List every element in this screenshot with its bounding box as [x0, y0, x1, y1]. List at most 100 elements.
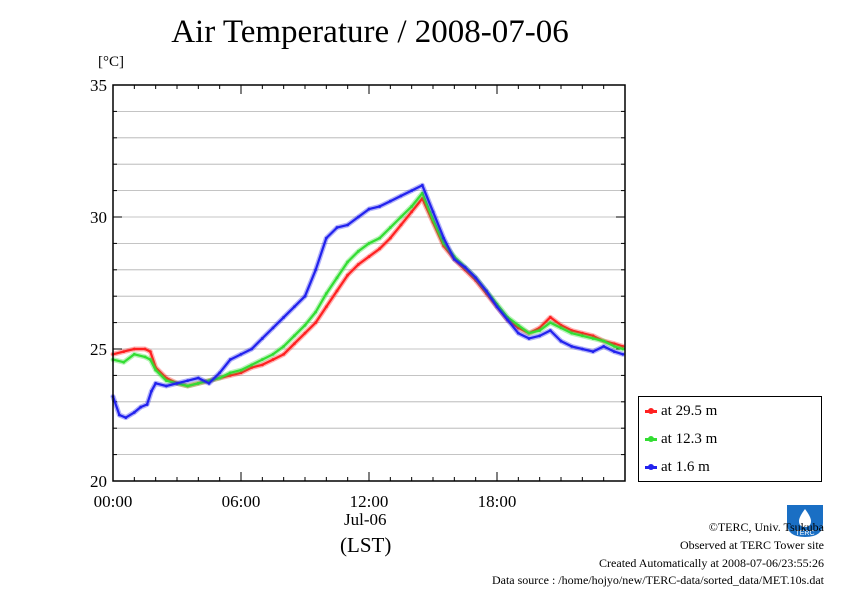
series-point-1 — [250, 363, 254, 367]
series-point-0 — [132, 347, 136, 351]
series-point-0 — [143, 347, 147, 351]
x-axis-label: (LST) — [340, 533, 392, 557]
series-point-0 — [303, 331, 307, 335]
series-point-1 — [132, 352, 136, 356]
series-point-1 — [324, 292, 328, 295]
series-point-1 — [431, 218, 435, 222]
series-point-1 — [580, 334, 584, 338]
series-point-1 — [228, 371, 232, 375]
legend-item-12-3m: at 12.3 m — [645, 430, 717, 448]
y-tick-label: 30 — [90, 208, 107, 227]
series-point-2 — [527, 337, 531, 340]
series-point-2 — [324, 236, 328, 240]
series-point-2 — [139, 405, 143, 409]
series-line-0 — [111, 197, 625, 388]
series-point-1 — [314, 310, 318, 314]
x-tick-label: 12:00 — [350, 492, 389, 511]
terc-logo-icon: TERC — [787, 505, 823, 537]
series-halo-0 — [110, 196, 626, 389]
legend-label: at 12.3 m — [661, 430, 718, 447]
series-point-0 — [122, 350, 126, 354]
series-point-2 — [548, 329, 552, 332]
series-point-2 — [207, 381, 211, 385]
series-point-1 — [570, 331, 574, 335]
series-point-1 — [154, 368, 158, 372]
series-point-1 — [122, 360, 126, 364]
series-point-2 — [442, 236, 446, 240]
series-point-2 — [431, 210, 435, 214]
series-point-0 — [548, 315, 552, 319]
series-point-2 — [591, 350, 595, 354]
series-point-0 — [250, 366, 254, 369]
series-point-0 — [260, 363, 264, 367]
series-point-2 — [314, 268, 318, 272]
series-point-2 — [559, 339, 563, 343]
series-point-0 — [228, 374, 232, 377]
series-point-0 — [148, 350, 152, 354]
series-point-2 — [154, 381, 158, 385]
series-point-1 — [399, 215, 403, 219]
series-point-0 — [239, 371, 243, 375]
series-point-0 — [324, 305, 328, 309]
series-line-2 — [111, 184, 625, 419]
series-point-0 — [282, 352, 286, 356]
x-tick-label: 18:00 — [478, 492, 517, 511]
series-point-2 — [175, 381, 179, 385]
series-point-1 — [442, 242, 446, 245]
series-point-2 — [356, 215, 360, 219]
series-point-0 — [399, 223, 403, 227]
legend-swatch — [645, 435, 657, 442]
series-point-2 — [271, 326, 275, 330]
series-point-1 — [538, 329, 542, 332]
legend-item-29-5m: at 29.5 m — [645, 402, 717, 420]
series-point-0 — [516, 326, 520, 330]
series-point-2 — [399, 194, 403, 198]
series-point-1 — [335, 276, 339, 280]
series-point-0 — [271, 358, 275, 361]
series-point-2 — [150, 389, 153, 393]
series-point-2 — [410, 189, 414, 193]
site-text: Observed at TERC Tower site — [679, 538, 824, 552]
series-point-2 — [495, 305, 499, 309]
legend-swatch — [645, 463, 657, 470]
legend: at 29.5 m at 12.3 m at 1.6 m — [638, 396, 822, 482]
series-point-1 — [260, 358, 264, 361]
series-point-2 — [452, 257, 456, 261]
series-point-2 — [282, 315, 286, 319]
chart-title: Air Temperature / 2008-07-06 — [171, 14, 569, 50]
series-point-1 — [548, 321, 552, 324]
x-tick-label: 00:00 — [94, 492, 133, 511]
series-point-2 — [602, 344, 606, 348]
series-point-2 — [292, 305, 296, 309]
x-tick-label: 06:00 — [222, 492, 261, 511]
series-point-2 — [303, 294, 307, 298]
series-point-0 — [591, 334, 595, 338]
series-point-0 — [314, 321, 318, 324]
series-point-2 — [118, 413, 121, 417]
plot-frame — [112, 84, 626, 482]
series-point-1 — [292, 334, 296, 338]
series-point-0 — [410, 210, 414, 214]
logo-text: TERC — [795, 530, 814, 537]
legend-swatch — [645, 407, 657, 414]
series-point-2 — [196, 376, 200, 380]
series-point-2 — [538, 334, 542, 338]
series-point-2 — [239, 352, 243, 356]
series-point-1 — [410, 205, 414, 208]
series-point-0 — [367, 255, 371, 258]
series-point-1 — [612, 344, 616, 348]
series-point-2 — [228, 358, 232, 361]
series-point-0 — [378, 247, 382, 251]
series-point-1 — [303, 323, 307, 327]
series-point-1 — [388, 226, 392, 229]
series-point-1 — [621, 347, 625, 351]
series-point-2 — [506, 318, 510, 322]
series-point-2 — [612, 350, 616, 354]
series-point-1 — [239, 368, 243, 372]
series-point-0 — [570, 329, 574, 332]
series-point-1 — [346, 260, 350, 264]
series-point-2 — [474, 276, 478, 280]
series-point-1 — [218, 376, 222, 380]
series-halo-2 — [110, 182, 626, 421]
series-point-2 — [367, 207, 371, 211]
